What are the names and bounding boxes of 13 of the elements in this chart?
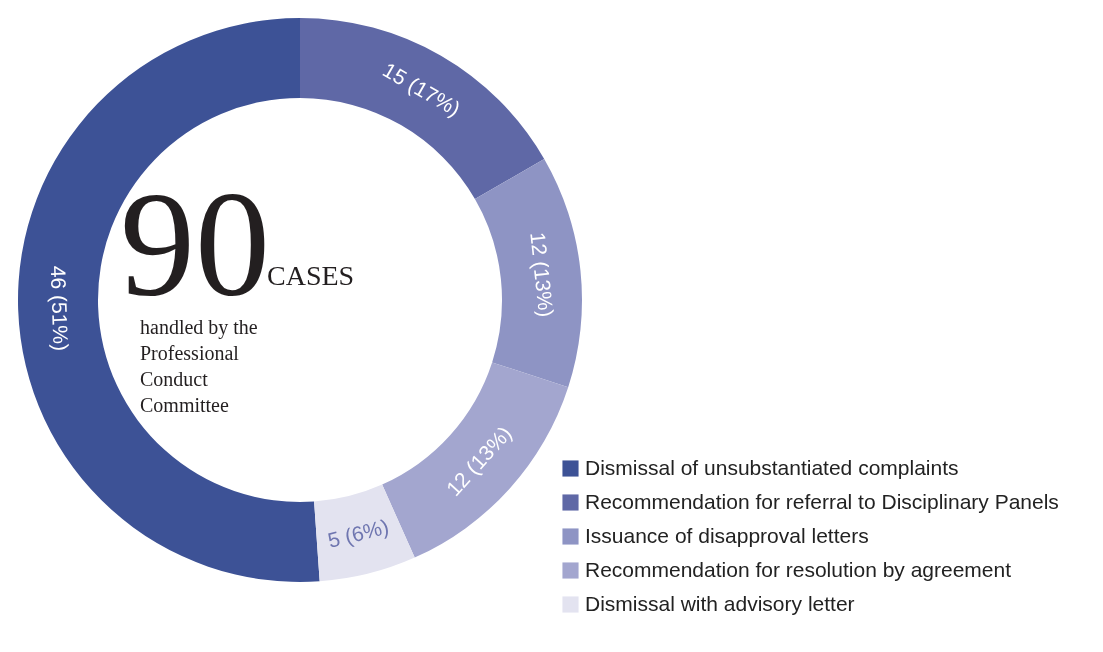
legend-label: Dismissal of unsubstantiated complaints [585,455,959,479]
donut-slice [474,159,582,388]
donut-slice [300,18,545,199]
legend-label: Recommendation for referral to Disciplinary Panels [585,489,1059,513]
legend-label: Recommendation for resolution by agreement [585,557,1012,581]
text: CASES [267,260,355,291]
data-label: 12 (13%) [526,230,559,319]
legend-label: Dismissal with advisory letter [585,591,855,615]
data-label: 46 (51%) [46,265,73,352]
legend-label: Issuance of disapproval letters [585,523,869,547]
donut-slice [314,484,415,582]
data-label: 5 (6%) [325,514,391,552]
text: handled by the Professional Conduct Committee [140,316,258,416]
